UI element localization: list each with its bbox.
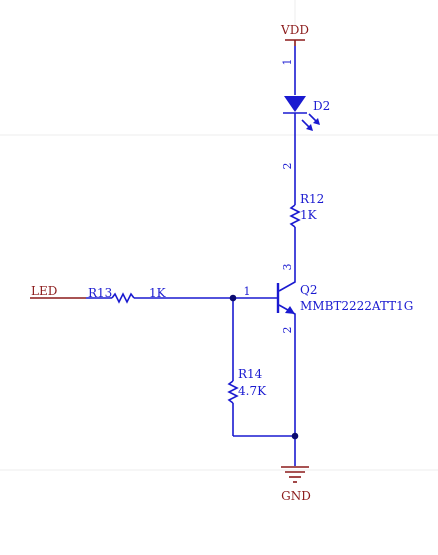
r12-value: 1K	[300, 208, 318, 222]
r12-zigzag	[289, 204, 301, 228]
r13-zigzag	[111, 292, 135, 304]
q2-pin-2: 2	[281, 327, 294, 334]
r13-value: 1K	[149, 286, 167, 300]
emitter-arrow	[285, 306, 295, 314]
q2-pin-3: 3	[281, 264, 294, 271]
gnd-power-port[interactable]: GND	[281, 466, 311, 503]
r14-zigzag	[227, 380, 239, 404]
r13-ref: R13	[88, 286, 112, 300]
gnd-label: GND	[281, 489, 311, 503]
vdd-label: VDD	[280, 23, 309, 37]
r14-ref: R14	[238, 367, 263, 381]
r14-value: 4.7K	[238, 384, 267, 398]
led-d2[interactable]: 1 2 D2	[281, 46, 330, 185]
q2-pin-1: 1	[244, 285, 251, 298]
sheet-grid	[0, 0, 438, 471]
light-emission-arrows	[301, 113, 320, 131]
junction-ground-node	[291, 432, 299, 440]
led-net-input[interactable]: LED	[30, 284, 86, 299]
r12-ref: R12	[300, 192, 324, 206]
resistor-r14[interactable]: R14 4.7K	[227, 298, 295, 437]
d2-pin-1: 1	[281, 59, 294, 66]
junction-base-node	[229, 294, 237, 302]
d2-ref: D2	[313, 99, 330, 113]
led-net-label: LED	[31, 284, 57, 298]
d2-pin-2: 2	[281, 163, 294, 170]
vdd-power-port[interactable]: VDD	[280, 23, 309, 46]
q2-ref: Q2	[300, 283, 317, 297]
q2-part-number: MMBT2222ATT1G	[300, 299, 413, 313]
resistor-r12[interactable]: R12 1K	[289, 185, 324, 270]
diode-triangle	[284, 96, 306, 112]
resistor-r13[interactable]: R13 1K	[86, 286, 278, 304]
